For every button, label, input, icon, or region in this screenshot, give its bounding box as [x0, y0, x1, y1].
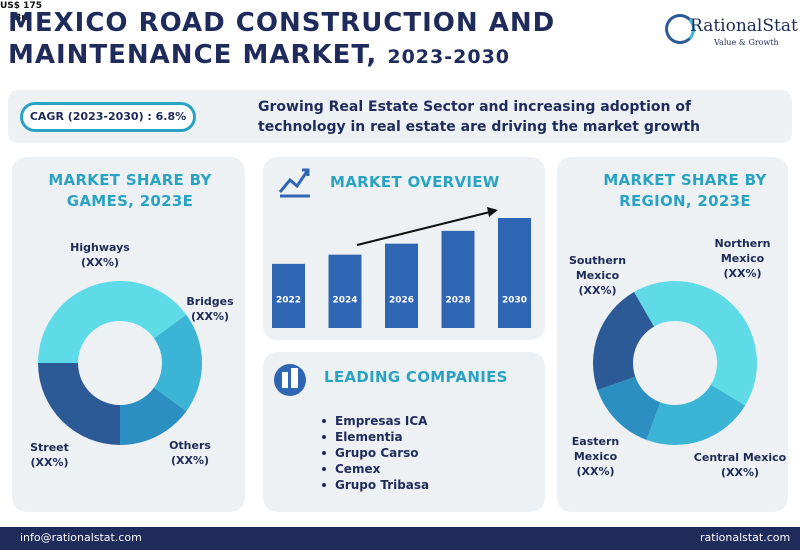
logo-name: RationalStat [690, 16, 798, 36]
company-name: Grupo Carso [335, 446, 419, 460]
segment-value-label: (XX%) [723, 267, 762, 280]
company-item: Empresas ICA [322, 413, 429, 429]
segment-name: Eastern Mexico [571, 435, 620, 463]
segment-value-label: (XX%) [578, 284, 617, 297]
companies-panel [263, 352, 545, 512]
segment-name: Bridges [186, 295, 234, 308]
title: MEXICO ROAD CONSTRUCTION AND [8, 8, 556, 38]
bar-value-label: US$ 175 Bn [0, 1, 42, 23]
logo-icon [665, 14, 695, 44]
segment-name: Southern Mexico [568, 254, 627, 282]
bullet [322, 418, 326, 423]
company-item: Elementia [322, 429, 429, 445]
segment-label: Bridges (XX%) [175, 294, 245, 324]
segment-name: Others [169, 439, 211, 452]
cagr-pill: CAGR (2023-2030) : 6.8% [20, 102, 196, 132]
segment-label: Southern Mexico (XX%) [560, 253, 635, 298]
logo-tagline: Value & Growth [714, 38, 779, 47]
footer [0, 527, 800, 550]
highlight-text: Growing Real Estate Sector and increasin… [258, 99, 700, 135]
segment-label: Northern Mexico (XX%) [705, 236, 780, 281]
segment-label: Central Mexico (XX%) [690, 450, 790, 480]
panel-title: MARKET SHARE BY REGION, 2023E [603, 171, 767, 210]
segment-label: Highways (XX%) [55, 240, 145, 270]
segment-name: Northern Mexico [714, 237, 771, 265]
segment-name: Street [30, 441, 69, 454]
panel-title: LEADING COMPANIES [324, 368, 508, 386]
segment-value-label: (XX%) [170, 454, 210, 467]
company-name: Elementia [335, 430, 403, 444]
period: 2023-2030 [387, 46, 511, 68]
bullet [322, 466, 326, 471]
title-line: MAINTENANCE MARKET, 2023-2030 [8, 40, 510, 72]
title-line2: MAINTENANCE MARKET, [8, 40, 378, 70]
segment-value-label: (XX%) [576, 465, 615, 478]
company-name: Empresas ICA [335, 414, 428, 428]
footer-email: info@rationalstat.com [20, 531, 142, 544]
company-item: Grupo Carso [322, 445, 429, 461]
panel-title: MARKET SHARE BY GAMES, 2023E [48, 171, 212, 210]
segment-value-label: (XX%) [190, 310, 230, 323]
segment-label: Eastern Mexico (XX%) [558, 434, 633, 479]
company-name: Cemex [335, 462, 381, 476]
segment-value-label: (XX%) [720, 466, 760, 479]
segment-label: Street (XX%) [12, 440, 87, 470]
panel-title: MARKET OVERVIEW [330, 173, 500, 191]
company-name: Grupo Tribasa [335, 478, 430, 492]
segment-value-label: (XX%) [30, 456, 69, 469]
segment-label: Others (XX%) [150, 438, 230, 468]
segment-name: Highways [70, 241, 130, 254]
company-item: Grupo Tribasa [322, 477, 429, 493]
company-list: Empresas ICA Elementia Grupo Carso Cemex Gru… [322, 413, 429, 493]
company-item: Cemex [322, 461, 429, 477]
segment-name: Central Mexico [693, 451, 787, 464]
segment-value-label: (XX%) [80, 256, 120, 269]
footer-website: rationalstat.com [700, 531, 791, 544]
bullet [322, 482, 326, 487]
bullet [322, 434, 326, 439]
bullet [322, 450, 326, 455]
